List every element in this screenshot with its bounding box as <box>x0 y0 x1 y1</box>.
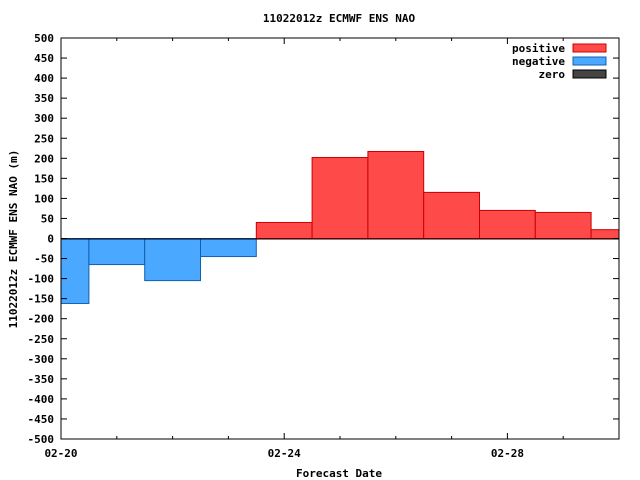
bars-group <box>60 150 620 304</box>
y-tick-label: -450 <box>28 413 55 426</box>
bar-3 <box>200 238 257 258</box>
legend-label-negative: negative <box>512 55 565 68</box>
y-tick-label: 500 <box>34 32 54 45</box>
bar-7 <box>423 191 481 239</box>
bar-6 <box>367 150 425 239</box>
x-tick-label: 02-28 <box>491 447 524 460</box>
legend-label-zero: zero <box>539 68 566 81</box>
y-tick-label: 400 <box>34 72 54 85</box>
bar-9 <box>534 211 592 239</box>
y-tick-label: 250 <box>34 132 54 145</box>
x-tick-label: 02-24 <box>268 447 301 460</box>
legend-swatch-positive <box>572 43 607 53</box>
plot-frame <box>60 37 620 440</box>
bar-2 <box>144 238 201 282</box>
bar-10 <box>590 229 620 239</box>
y-tick-label: -300 <box>28 353 55 366</box>
bar-8 <box>479 209 536 239</box>
bar-0 <box>60 238 90 304</box>
bar-1 <box>88 238 146 266</box>
y-tick-label: 0 <box>47 233 54 246</box>
y-tick-label: 150 <box>34 172 54 185</box>
x-axis-label: Forecast Date <box>296 467 382 480</box>
y-tick-label: -350 <box>28 373 55 386</box>
y-tick-label: -400 <box>28 393 55 406</box>
y-tick-label: -100 <box>28 273 55 286</box>
y-tick-label: 450 <box>34 52 54 65</box>
x-axis-ticks: 02-20 02-24 02-28 <box>44 38 620 460</box>
y-tick-label: -250 <box>28 333 55 346</box>
legend-swatch-zero <box>572 69 607 79</box>
y-tick-label: 200 <box>34 152 54 165</box>
y-tick-label: -50 <box>34 253 54 266</box>
y-axis-label: 11022012z ECMWF ENS NAO (m) <box>7 150 20 329</box>
y-tick-label: -500 <box>28 433 55 446</box>
bar-5 <box>311 156 369 239</box>
legend-label-positive: positive <box>512 42 565 55</box>
x-tick-label: 02-20 <box>44 447 77 460</box>
y-tick-label: 50 <box>41 212 54 225</box>
y-tick-label: -200 <box>28 313 55 326</box>
y-tick-label: 100 <box>34 192 54 205</box>
y-axis-ticks: 500450400350300250200150100500-50-100-15… <box>28 32 619 446</box>
y-tick-label: 300 <box>34 112 54 125</box>
legend-swatch-negative <box>572 56 607 66</box>
bar-4 <box>255 221 313 240</box>
y-tick-label: -150 <box>28 293 55 306</box>
chart-title: 11022012z ECMWF ENS NAO <box>263 12 416 25</box>
y-tick-label: 350 <box>34 92 54 105</box>
